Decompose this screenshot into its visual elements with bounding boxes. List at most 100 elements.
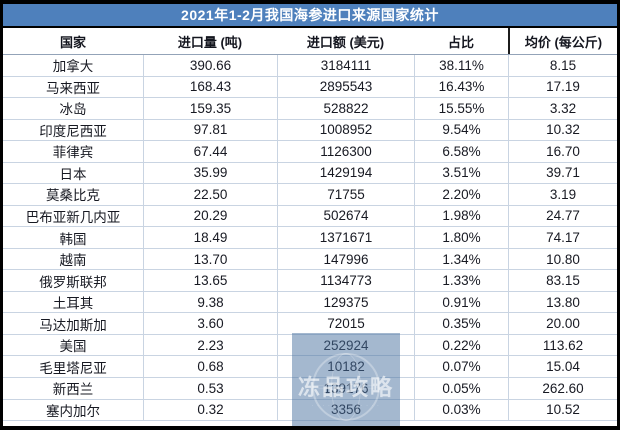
cell-country: 韩国 — [59, 231, 87, 247]
cell-country: 加拿大 — [52, 59, 94, 75]
cell-import-volume: 35.99 — [143, 162, 277, 184]
cell-import-value: 1126300 — [277, 141, 414, 162]
cell-country: 印度尼西亚 — [39, 123, 107, 139]
cell-avg-price: 262.60 — [508, 377, 617, 399]
cell-country: 塞内加尔 — [46, 403, 100, 419]
cell-import-volume: 18.49 — [143, 227, 277, 248]
cell-country: 新西兰 — [52, 382, 94, 398]
cell-import-value: 1429194 — [277, 162, 414, 184]
cell-avg-price: 74.17 — [508, 227, 617, 248]
cell-import-value: 502674 — [277, 205, 414, 227]
cell-import-volume: 0.53 — [143, 377, 277, 399]
cell-import-value: 147996 — [277, 248, 414, 270]
cell-import-volume: 67.44 — [143, 141, 277, 162]
cell-country: 俄罗斯联邦 — [39, 274, 107, 290]
cell-import-value: 528822 — [277, 98, 414, 119]
cell-country: 美国 — [59, 339, 87, 355]
cell-country: 冰岛 — [59, 102, 87, 118]
header-cell-import-value: 进口额 (美元) — [306, 34, 385, 50]
table-row: 俄罗斯联邦 13.65 1134773 1.33% 83.15 — [3, 270, 617, 292]
bottom-spacer — [3, 421, 617, 426]
cell-share: 0.35% — [414, 313, 508, 334]
table-row: 越南 13.70 147996 1.34% 10.80 — [3, 248, 617, 271]
cell-share: 1.98% — [414, 205, 508, 227]
cell-import-volume: 168.43 — [143, 76, 277, 98]
header-cell-avg-price: 均价 (每公斤) — [508, 28, 617, 54]
cell-import-volume: 20.29 — [143, 205, 277, 227]
cell-share: 9.54% — [414, 119, 508, 141]
cell-share: 0.05% — [414, 377, 508, 399]
cell-avg-price: 8.15 — [508, 55, 617, 76]
page-title: 2021年1-2月我国海参进口来源国家统计 — [181, 7, 439, 23]
cell-import-value: 139176 — [277, 377, 414, 399]
table-row: 日本 35.99 1429194 3.51% 39.71 — [3, 162, 617, 185]
cell-import-value: 1371671 — [277, 227, 414, 248]
table-row: 印度尼西亚 97.81 1008952 9.54% 10.32 — [3, 119, 617, 142]
cell-import-value: 252924 — [277, 334, 414, 356]
cell-import-value: 3356 — [277, 399, 414, 421]
cell-country: 土耳其 — [52, 296, 94, 312]
cell-import-value: 3184111 — [277, 55, 414, 76]
cell-avg-price: 20.00 — [508, 313, 617, 334]
cell-import-volume: 97.81 — [143, 119, 277, 141]
cell-import-value: 1008952 — [277, 119, 414, 141]
cell-import-value: 71755 — [277, 184, 414, 205]
table-row: 塞内加尔 0.32 3356 0.03% 10.52 — [3, 399, 617, 422]
cell-country: 莫桑比克 — [46, 188, 100, 204]
table-row: 新西兰 0.53 139176 0.05% 262.60 — [3, 377, 617, 400]
cell-share: 0.07% — [414, 356, 508, 377]
cell-country: 马来西亚 — [46, 80, 100, 96]
cell-import-value: 10182 — [277, 356, 414, 377]
cell-share: 16.43% — [414, 76, 508, 98]
table-row: 加拿大 390.66 3184111 38.11% 8.15 — [3, 55, 617, 77]
cell-country: 菲律宾 — [52, 145, 94, 161]
table-row: 菲律宾 67.44 1126300 6.58% 16.70 — [3, 141, 617, 163]
cell-avg-price: 16.70 — [508, 141, 617, 162]
cell-import-volume: 2.23 — [143, 334, 277, 356]
cell-import-volume: 9.38 — [143, 291, 277, 313]
table-row: 冰岛 159.35 528822 15.55% 3.32 — [3, 98, 617, 120]
table-row: 马达加斯加 3.60 72015 0.35% 20.00 — [3, 313, 617, 335]
cell-avg-price: 3.19 — [508, 184, 617, 205]
table-row: 马来西亚 168.43 2895543 16.43% 17.19 — [3, 76, 617, 99]
header-cell-country: 国家 — [59, 34, 86, 50]
cell-import-value: 129375 — [277, 291, 414, 313]
cell-import-volume: 13.65 — [143, 270, 277, 291]
cell-avg-price: 83.15 — [508, 270, 617, 291]
cell-share: 15.55% — [414, 98, 508, 119]
cell-import-value: 2895543 — [277, 76, 414, 98]
cell-country: 越南 — [59, 253, 87, 269]
cell-share: 2.20% — [414, 184, 508, 205]
cell-share: 3.51% — [414, 162, 508, 184]
cell-avg-price: 39.71 — [508, 162, 617, 184]
cell-share: 1.34% — [414, 248, 508, 270]
cell-avg-price: 13.80 — [508, 291, 617, 313]
cell-country: 日本 — [59, 166, 87, 182]
cell-avg-price: 113.62 — [508, 334, 617, 356]
cell-avg-price: 10.52 — [508, 399, 617, 421]
cell-share: 0.91% — [414, 291, 508, 313]
table-row: 莫桑比克 22.50 71755 2.20% 3.19 — [3, 184, 617, 206]
cell-avg-price: 3.32 — [508, 98, 617, 119]
cell-import-volume: 159.35 — [143, 98, 277, 119]
cell-share: 6.58% — [414, 141, 508, 162]
table-row: 巴布亚新几内亚 20.29 502674 1.98% 24.77 — [3, 205, 617, 228]
header-cell-import-volume: 进口量 (吨) — [177, 34, 243, 50]
cell-import-volume: 0.32 — [143, 399, 277, 421]
cell-country: 马达加斯加 — [39, 317, 107, 333]
cell-import-volume: 3.60 — [143, 313, 277, 334]
cell-share: 0.03% — [414, 399, 508, 421]
cell-country: 毛里塔尼亚 — [39, 360, 107, 376]
table-header-row: 国家 进口量 (吨) 进口额 (美元) 占比 均价 (每公斤) — [3, 28, 617, 55]
cell-share: 1.33% — [414, 270, 508, 291]
cell-share: 0.22% — [414, 334, 508, 356]
header-cell-share: 占比 — [447, 34, 474, 50]
table-row: 毛里塔尼亚 0.68 10182 0.07% 15.04 — [3, 356, 617, 378]
title-bar: 2021年1-2月我国海参进口来源国家统计 — [3, 4, 617, 28]
table-row: 韩国 18.49 1371671 1.80% 74.17 — [3, 227, 617, 249]
table-row: 土耳其 9.38 129375 0.91% 13.80 — [3, 291, 617, 314]
cell-import-volume: 0.68 — [143, 356, 277, 377]
cell-import-volume: 13.70 — [143, 248, 277, 270]
cell-import-value: 1134773 — [277, 270, 414, 291]
